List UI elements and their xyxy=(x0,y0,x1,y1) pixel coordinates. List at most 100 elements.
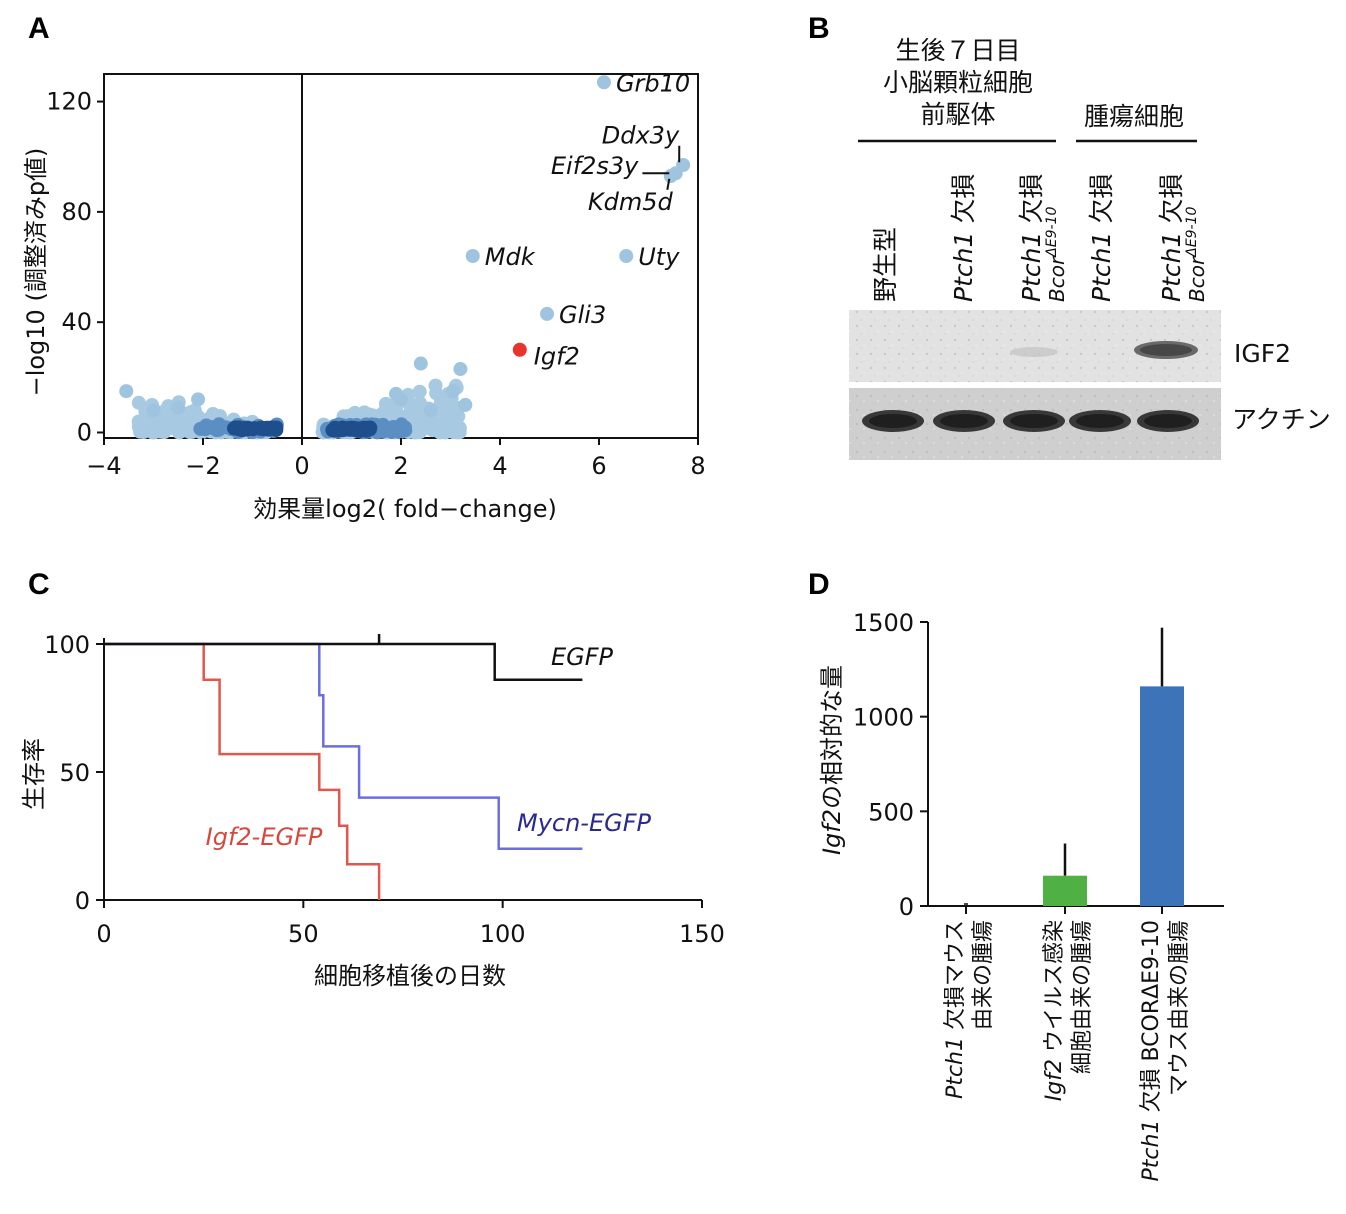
volcano-point xyxy=(326,423,341,438)
volcano-point xyxy=(119,384,134,399)
blot-lane-label: Ptch1 欠損 xyxy=(1087,174,1116,302)
bar-chart: 0 500 1000 1500 Ptch1 欠損マウス 由来の腫瘍 Igf2 ウイルス感染… xyxy=(818,609,1224,1181)
blot-group1-line3: 前駆体 xyxy=(920,100,995,129)
legend-igf2-egfp: Igf2-EGFP xyxy=(206,823,323,851)
volcano-point xyxy=(351,421,366,436)
blot-lane-text: 欠損 xyxy=(1087,174,1116,232)
volcano-point xyxy=(453,362,468,377)
blot-lane-sub-gene: Bcor xyxy=(1185,255,1209,302)
legend-egfp: EGFP xyxy=(551,643,614,671)
blot-lane-sub-gene: Bcor xyxy=(1045,255,1069,302)
blot-lane-gene: Ptch1 xyxy=(1157,232,1186,302)
blot-lane-label: Ptch1 欠損 xyxy=(949,174,978,302)
volcano-gene-label: Kdm5d xyxy=(588,188,674,216)
survival-curve: 0 50 100 150 0 50 100 細胞移植後の日数 生存率 EGFP Mycn-E… xyxy=(20,631,725,990)
volcano-point xyxy=(411,421,426,436)
volcano-point xyxy=(231,420,246,435)
survival-line-igf2-egfp xyxy=(104,642,381,900)
volcano-point xyxy=(428,378,443,393)
volcano-y-label: −log10 (調整済みp値) xyxy=(22,148,50,397)
volcano-x-tick-label: 2 xyxy=(393,452,408,480)
bar-y-tick-label: 1500 xyxy=(853,609,914,637)
blot-igf2-faint-band xyxy=(1010,347,1058,357)
bar-y-tick-label: 500 xyxy=(868,798,914,826)
volcano-point xyxy=(212,417,227,432)
volcano-point xyxy=(131,395,146,410)
survival-y-tick-label: 0 xyxy=(75,887,90,915)
volcano-x-label: 効果量log2( fold−change) xyxy=(253,495,557,523)
volcano-point xyxy=(413,356,428,371)
bar-category-label: 由来の腫瘍 xyxy=(971,920,996,1030)
volcano-x-tick-label: −2 xyxy=(185,452,220,480)
bar-y-label: Igf2の相対的な量 xyxy=(818,665,846,855)
survival-y-label: 生存率 xyxy=(20,738,48,810)
blot-lane-sub-allele: ΔE9-10 xyxy=(1044,207,1060,258)
survival-x-label: 細胞移植後の日数 xyxy=(314,962,506,990)
survival-x-tick-label: 100 xyxy=(480,920,526,948)
volcano-gene-label: Uty xyxy=(638,243,680,271)
volcano-point xyxy=(172,421,187,436)
volcano-y-tick-label: 80 xyxy=(61,198,92,226)
survival-y-tick-label: 50 xyxy=(59,759,90,787)
survival-line-egfp xyxy=(104,642,583,682)
blot-lane-label: 野生型 xyxy=(871,227,900,302)
volcano-point xyxy=(380,422,395,437)
blot-group1-line2: 小脳顆粒細胞 xyxy=(883,68,1033,97)
volcano-labeled-point xyxy=(619,249,634,263)
volcano-point xyxy=(156,425,171,440)
volcano-y-tick-label: 120 xyxy=(46,88,92,116)
blot-lane-sublabel: BcorΔE9-10 xyxy=(1184,207,1209,302)
volcano-point xyxy=(392,425,407,440)
volcano-x-tick-label: 8 xyxy=(690,452,705,480)
volcano-point xyxy=(183,405,198,420)
blot-lane-text: 欠損 xyxy=(1157,174,1186,232)
blot-group2-label: 腫瘍細胞 xyxy=(1084,102,1184,131)
bar-y-tick-label: 1000 xyxy=(853,704,914,732)
volcano-labeled-point xyxy=(465,249,480,263)
survival-x-tick-label: 50 xyxy=(288,920,319,948)
blot-igf2 xyxy=(849,310,1221,382)
volcano-point xyxy=(458,397,473,412)
volcano-point xyxy=(191,392,206,407)
volcano-point xyxy=(263,421,278,436)
blot-label-actin: アクチン xyxy=(1232,405,1331,434)
volcano-point xyxy=(412,384,427,399)
panel-letter-b: B xyxy=(808,12,830,45)
volcano-point xyxy=(362,420,377,435)
blot-lane-text: 欠損 xyxy=(1017,174,1046,232)
blot-lane-label: Ptch1 欠損 xyxy=(1017,174,1046,302)
bar-category-label: Igf2 ウイルス感染 xyxy=(1042,920,1067,1101)
blot-lane-label: Ptch1 欠損 xyxy=(1157,174,1186,302)
bar-category-label: Ptch1 欠損マウス xyxy=(943,920,968,1099)
panel-letter-d: D xyxy=(808,568,830,601)
volcano-points xyxy=(119,75,691,440)
volcano-gene-label: Gli3 xyxy=(559,301,606,329)
volcano-gene-label: Grb10 xyxy=(616,69,690,97)
panel-letter-a: A xyxy=(28,12,50,45)
blot-lane-gene: Ptch1 xyxy=(1087,232,1116,302)
blot-lane-sub-allele: ΔE9-10 xyxy=(1184,207,1200,258)
volcano-y-tick-label: 0 xyxy=(77,418,92,446)
bar xyxy=(1140,686,1184,906)
legend-mycn-egfp: Mycn-EGFP xyxy=(517,809,652,837)
survival-x-tick-label: 0 xyxy=(96,920,111,948)
volcano-gene-label: Igf2 xyxy=(534,342,580,370)
bar-category-label: Ptch1 欠損 BCORΔE9-10 xyxy=(1139,920,1164,1181)
survival-x-tick-label: 150 xyxy=(679,920,725,948)
volcano-x-tick-label: −4 xyxy=(86,452,121,480)
survival-y-tick-label: 100 xyxy=(44,631,90,659)
blot-actin xyxy=(849,388,1221,460)
survival-axes: 0 50 100 150 0 50 100 xyxy=(44,631,725,948)
blot-label-igf2: IGF2 xyxy=(1234,339,1291,368)
blot-lane-text: 欠損 xyxy=(949,174,978,232)
bar-category-label: 細胞由来の腫瘍 xyxy=(1070,920,1095,1074)
bar-y-label-rest: の相対的な量 xyxy=(818,665,846,809)
volcano-gene-label: Mdk xyxy=(485,243,536,271)
volcano-gene-label: Eif2s3y xyxy=(551,152,639,180)
bar-axes: 0 500 1000 1500 xyxy=(853,609,1224,921)
volcano-labeled-point xyxy=(596,75,611,90)
volcano-labeled-point xyxy=(663,169,678,184)
